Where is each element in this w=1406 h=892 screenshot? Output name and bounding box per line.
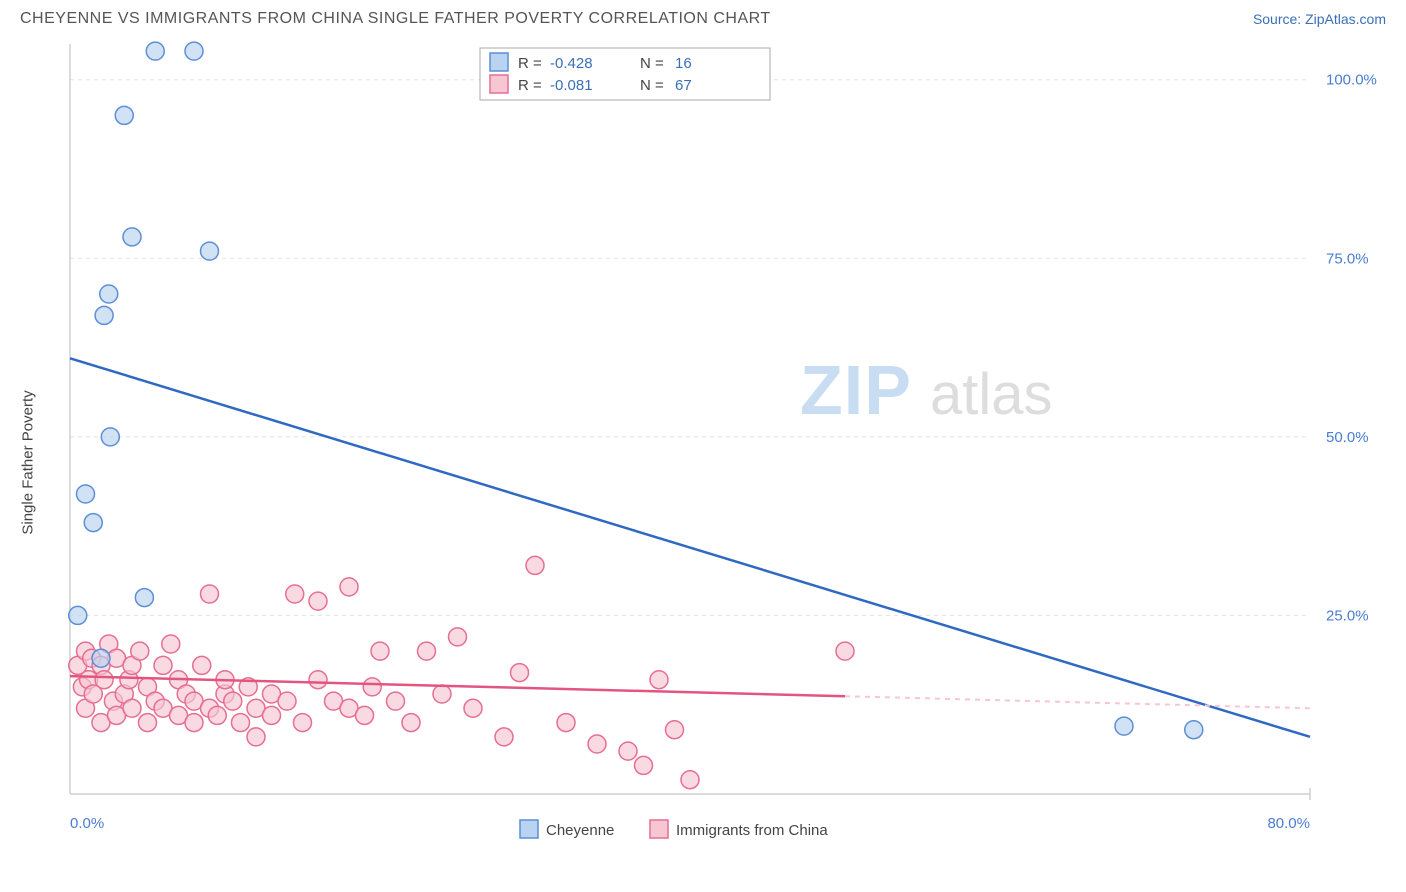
data-point [101,428,119,446]
legend-n-value: 67 [675,77,692,94]
data-point [84,514,102,532]
header: CHEYENNE VS IMMIGRANTS FROM CHINA SINGLE… [0,0,1406,34]
legend-swatch [490,75,508,93]
data-point [588,735,606,753]
watermark: ZIP atlas [800,351,1053,429]
legend-r-label: R = [518,77,542,94]
data-point [201,242,219,260]
data-point [294,714,312,732]
data-point [77,485,95,503]
data-point [131,642,149,660]
data-point [1185,721,1203,739]
legend-n-label: N = [640,55,664,72]
data-point [635,756,653,774]
data-point [619,742,637,760]
data-point [356,706,374,724]
data-point [433,685,451,703]
data-point [309,671,327,689]
data-point [154,656,172,674]
data-point [1115,717,1133,735]
y-tick-label: 50.0% [1326,429,1369,446]
data-point [836,642,854,660]
data-point [95,671,113,689]
legend-n-label: N = [640,77,664,94]
data-point [100,285,118,303]
data-point [247,728,265,746]
data-point [464,699,482,717]
legend-label: Immigrants from China [676,822,828,839]
data-point [92,649,110,667]
data-point [449,628,467,646]
legend-swatch [650,820,668,838]
chart-container: Single Father Poverty ZIP atlas 25.0% 50.0%… [20,34,1386,874]
legend-r-label: R = [518,55,542,72]
data-point [201,585,219,603]
data-point [208,706,226,724]
data-point [95,306,113,324]
data-point [263,706,281,724]
y-tick-label: 100.0% [1326,72,1377,89]
chart-title: CHEYENNE VS IMMIGRANTS FROM CHINA SINGLE… [20,10,771,28]
data-point [371,642,389,660]
legend-r-value: -0.428 [550,55,593,72]
y-tick-label: 25.0% [1326,607,1369,624]
data-point [402,714,420,732]
data-point [115,106,133,124]
scatter-chart: ZIP atlas 25.0% 50.0% 75.0% 100.0% 0.0% 80.0% R … [20,34,1390,874]
data-point [340,578,358,596]
data-point [526,556,544,574]
legend-swatch [520,820,538,838]
data-point [278,692,296,710]
data-point [135,589,153,607]
y-axis-label: Single Father Poverty [20,390,37,534]
data-point [418,642,436,660]
data-point [185,42,203,60]
data-point [309,592,327,610]
legend-n-value: 16 [675,55,692,72]
source-attribution: Source: ZipAtlas.com [1253,11,1386,27]
y-tick-label: 75.0% [1326,250,1369,267]
data-point [286,585,304,603]
x-tick-label: 0.0% [70,815,104,832]
data-point [511,664,529,682]
legend-r-value: -0.081 [550,77,593,94]
data-point [224,692,242,710]
legend-label: Cheyenne [546,822,614,839]
svg-text:ZIP: ZIP [800,351,912,429]
data-point [193,656,211,674]
data-point [495,728,513,746]
trend-line-extrapolated [845,696,1310,708]
data-point [681,771,699,789]
legend-swatch [490,53,508,71]
data-point [123,228,141,246]
data-point [650,671,668,689]
data-point [387,692,405,710]
data-point [232,714,250,732]
data-point [363,678,381,696]
data-point [139,714,157,732]
data-point [185,714,203,732]
data-point [162,635,180,653]
data-point [666,721,684,739]
data-point [123,699,141,717]
x-tick-label: 80.0% [1267,815,1310,832]
data-point [146,42,164,60]
data-point [557,714,575,732]
data-point [69,606,87,624]
svg-text:atlas: atlas [930,362,1053,427]
